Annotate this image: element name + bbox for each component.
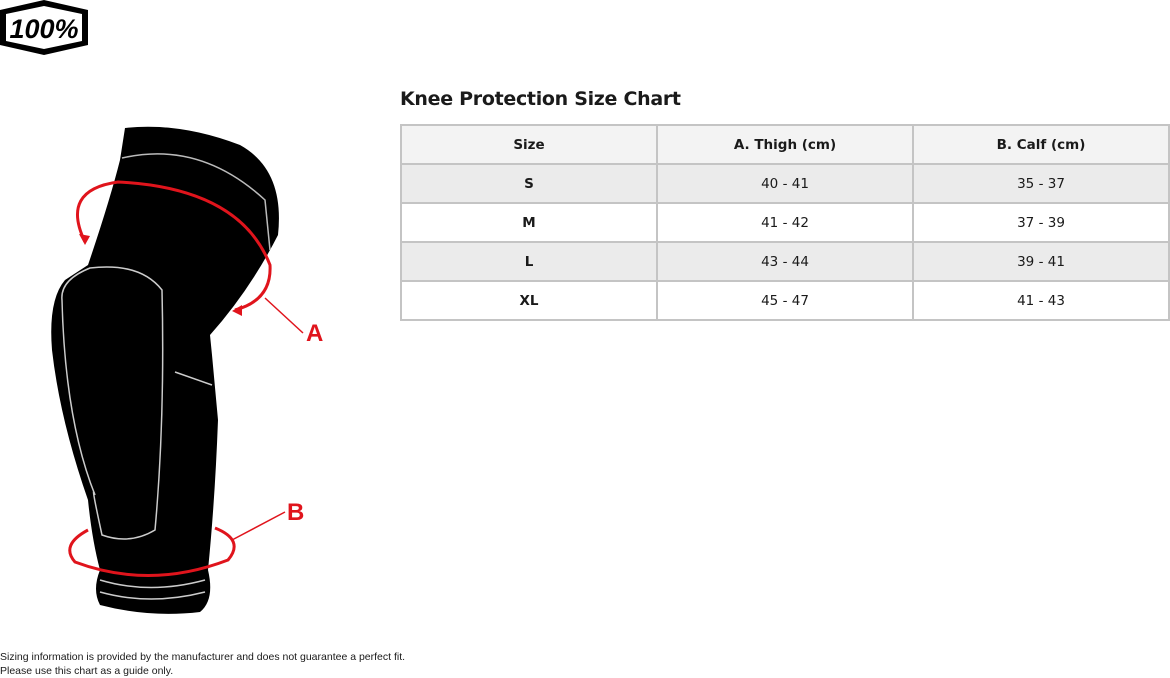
table-row: XL 45 - 47 41 - 43 xyxy=(400,280,1170,321)
label-a: A xyxy=(306,320,323,347)
label-b: B xyxy=(287,499,304,526)
cell-calf: 41 - 43 xyxy=(912,280,1170,321)
cell-size: M xyxy=(400,202,658,243)
table-row: M 41 - 42 37 - 39 xyxy=(400,202,1170,243)
cell-thigh: 40 - 41 xyxy=(656,163,914,204)
header-calf: B. Calf (cm) xyxy=(912,124,1170,165)
disclaimer: Sizing information is provided by the ma… xyxy=(0,650,405,678)
table-header-row: Size A. Thigh (cm) B. Calf (cm) xyxy=(400,124,1170,165)
table-row: S 40 - 41 35 - 37 xyxy=(400,163,1170,204)
cell-size: XL xyxy=(400,280,658,321)
disclaimer-line-1: Sizing information is provided by the ma… xyxy=(0,651,406,663)
cell-calf: 35 - 37 xyxy=(912,163,1170,204)
header-size: Size xyxy=(400,124,658,165)
header-thigh: A. Thigh (cm) xyxy=(656,124,914,165)
knee-guard-illustration: A B xyxy=(51,126,323,614)
cell-calf: 37 - 39 xyxy=(912,202,1170,243)
cell-thigh: 41 - 42 xyxy=(656,202,914,243)
cell-thigh: 45 - 47 xyxy=(656,280,914,321)
cell-size: S xyxy=(400,163,658,204)
brand-logo: 100% xyxy=(0,0,88,55)
cell-size: L xyxy=(400,241,658,282)
disclaimer-line-2: Please use this chart as a guide only. xyxy=(0,665,174,677)
size-chart-table: Size A. Thigh (cm) B. Calf (cm) S 40 - 4… xyxy=(400,124,1170,321)
table-row: L 43 - 44 39 - 41 xyxy=(400,241,1170,282)
page-title: Knee Protection Size Chart xyxy=(400,88,681,110)
svg-text:100%: 100% xyxy=(9,14,78,44)
cell-thigh: 43 - 44 xyxy=(656,241,914,282)
cell-calf: 39 - 41 xyxy=(912,241,1170,282)
